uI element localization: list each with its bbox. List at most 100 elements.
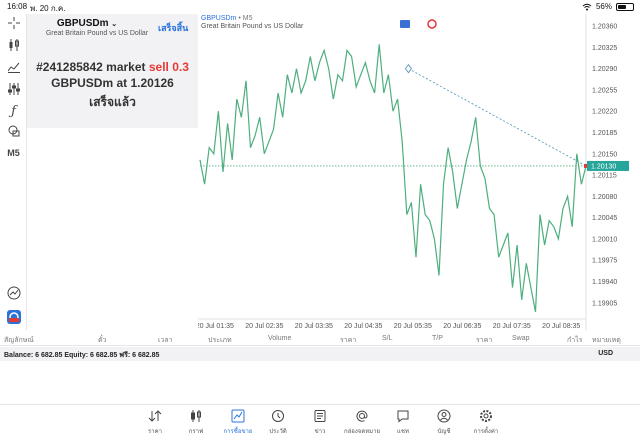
history-icon [272, 410, 284, 422]
order-side-volume: sell 0.3 [148, 60, 189, 74]
order-result-line1: #241285842 market sell 0.3 [27, 60, 198, 74]
x-tick-label: 20 Jul 04:35 [344, 323, 382, 330]
y-tick-label: 1.20290 [592, 66, 617, 73]
nav-item-mail[interactable]: กล่องจดหมาย [342, 409, 382, 436]
wifi-icon [582, 3, 592, 10]
order-entry-marker [404, 63, 412, 74]
nav-item-history[interactable]: ประวัติ [258, 409, 298, 436]
done-button[interactable]: เสร็จสิ้น [158, 23, 189, 33]
settings-icon [480, 410, 492, 422]
price-chart-svg[interactable]: 1.20360 1.20325 1.20290 1.20255 1.20220 1.201… [196, 14, 640, 330]
table-header-cell[interactable]: T/P [432, 335, 443, 342]
x-tick-label: 20 Jul 05:35 [394, 323, 432, 330]
battery-icon [616, 2, 634, 11]
status-time: 16:08 [7, 2, 28, 11]
order-result-status: เสร็จแล้ว [89, 95, 136, 109]
timeframe-button[interactable]: M5 [7, 148, 20, 158]
nav-item-label: กราฟ [188, 429, 204, 435]
balance-text: Balance: 6 682.85 Equity: 6 682.85 ฟรี: … [4, 352, 160, 359]
table-header-cell[interactable]: S/L [382, 335, 393, 342]
trade-table-header: สัญลักษณ์ ตั๋ว เวลา ประเภท Volume ราคา S/L T/P ร… [0, 331, 640, 346]
y-tick-label: 1.20255 [592, 87, 617, 94]
order-info-panel: GBPUSDm ⌄ Great Britain Pound vs US Doll… [27, 14, 198, 128]
y-tick-label: 1.20150 [592, 151, 617, 158]
nav-item-label: การซื้อขาย [223, 429, 253, 435]
mail-icon [356, 410, 368, 422]
x-tick-label: 20 Jul 01:35 [198, 323, 234, 330]
trade-icon [231, 409, 245, 423]
battery-fill [618, 4, 626, 9]
chart-timeframe: • M5 [238, 15, 253, 22]
chart-tools-bar: ƒ M5 [0, 14, 27, 330]
app-logo-icon[interactable] [0, 308, 27, 326]
function-icon[interactable]: ƒ [11, 103, 16, 119]
y-tick-label: 1.20220 [592, 109, 617, 116]
status-right: 56% [582, 2, 634, 11]
x-tick-label: 20 Jul 06:35 [443, 323, 481, 330]
chart-description: Great Britain Pound vs US Dollar [201, 23, 304, 30]
y-tick-label: 1.20010 [592, 236, 617, 243]
y-tick-label: 1.19975 [592, 258, 617, 265]
nav-item-account[interactable]: บัญชี [424, 409, 464, 436]
order-trend-line [408, 68, 587, 167]
table-header-cell[interactable]: กำไร [567, 337, 583, 344]
table-header-cell[interactable]: ราคา [476, 337, 493, 344]
nav-item-label: การตั้งค่า [473, 429, 499, 435]
order-ticket: #241285842 market [36, 60, 146, 74]
chat-icon [397, 410, 409, 423]
status-bar: 16:08 พ. 20 ก.ค. 56% [0, 0, 640, 14]
table-header-cell[interactable]: หมายเหตุ [592, 337, 621, 344]
x-tick-label: 20 Jul 08:35 [542, 323, 580, 330]
chart-symbol-label: GBPUSDm • M5 [201, 15, 252, 22]
info-symbol-selector[interactable]: GBPUSDm ⌄ [27, 18, 147, 29]
shapes-icon[interactable] [0, 122, 27, 140]
crosshair-icon[interactable] [0, 14, 27, 32]
y-tick-label: 1.20115 [592, 173, 617, 180]
nav-item-label: บัญชี [437, 429, 451, 435]
battery-percent: 56% [595, 2, 612, 11]
settings-sliders-icon[interactable] [0, 80, 27, 98]
x-tick-label: 20 Jul 03:35 [295, 323, 333, 330]
nav-item-chart-candles[interactable]: กราฟ [176, 409, 216, 436]
table-header-cell[interactable]: ประเภท [208, 337, 232, 344]
table-header-cell[interactable]: Swap [512, 335, 530, 342]
indicators-icon[interactable] [0, 58, 27, 76]
y-tick-label: 1.19940 [592, 279, 617, 286]
y-tick-label: 1.20360 [592, 24, 617, 31]
news-icon [314, 410, 326, 422]
price-series-line [199, 44, 587, 313]
news-badge-icon [427, 19, 437, 29]
x-tick-label: 20 Jul 02:35 [245, 323, 283, 330]
current-price-tag [587, 160, 629, 171]
chart-candles-icon [191, 410, 201, 422]
order-close-marker [584, 163, 588, 168]
table-header-cell[interactable]: ราคา [340, 337, 357, 344]
info-description: Great Britain Pound vs US Dollar [45, 30, 149, 37]
y-tick-label: 1.20080 [592, 194, 617, 201]
price-chart[interactable]: 1.20360 1.20325 1.20290 1.20255 1.20220 1.201… [196, 14, 640, 330]
balance-row: Balance: 6 682.85 Equity: 6 682.85 ฟรี: … [0, 347, 640, 361]
table-header-cell[interactable]: เวลา [158, 337, 173, 344]
order-result-line2: GBPUSDm at 1.20126 [51, 76, 174, 90]
nav-item-settings[interactable]: การตั้งค่า [466, 409, 506, 436]
nav-item-trade[interactable]: การซื้อขาย [218, 409, 258, 436]
chevron-down-icon: ⌄ [111, 21, 118, 28]
candles-icon[interactable] [0, 36, 27, 54]
balance-currency: USD [598, 350, 613, 357]
nav-item-chat[interactable]: แชท [383, 409, 423, 436]
table-header-cell[interactable]: สัญลักษณ์ [4, 337, 34, 344]
nav-item-news[interactable]: ข่าว [300, 409, 340, 436]
nav-item-label: แชท [397, 429, 409, 435]
current-price-label: 1.20130 [591, 163, 616, 170]
y-tick-label: 1.20045 [592, 215, 617, 222]
one-click-trading-icon[interactable] [0, 284, 27, 302]
nav-item-label: กล่องจดหมาย [343, 429, 381, 435]
quotes-icon [148, 410, 162, 422]
y-tick-label: 1.20185 [592, 130, 617, 137]
table-header-cell[interactable]: Volume [268, 335, 292, 342]
info-symbol: GBPUSDm [56, 18, 109, 29]
nav-item-quotes[interactable]: ราคา [135, 409, 175, 436]
y-tick-label: 1.20325 [592, 45, 617, 52]
chart-symbol: GBPUSDm [201, 15, 237, 22]
table-header-cell[interactable]: ตั๋ว [98, 337, 107, 344]
